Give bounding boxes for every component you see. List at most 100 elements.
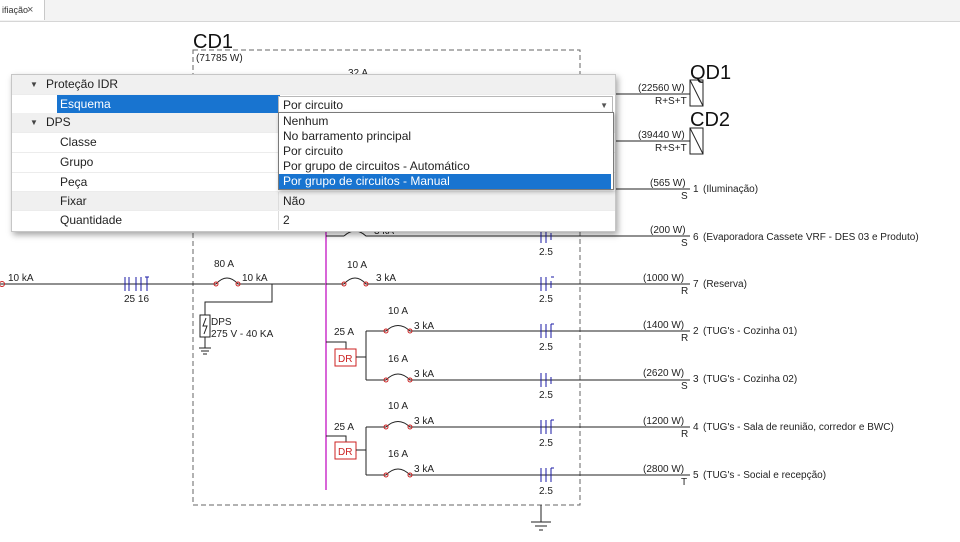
idr2-current: 25 A [334,422,354,433]
output-phase-7: R [681,286,688,297]
option-por-circuito[interactable]: Por circuito [283,144,344,158]
property-label-esquema: Esquema [57,95,280,114]
main-breaker-current: 80 A [214,259,234,270]
breaker-current-7: 10 A [347,260,367,271]
circuit-wire-5 [366,468,690,476]
chevron-down-icon[interactable]: ▼ [30,118,38,127]
breaker-current-5: 16 A [388,449,408,460]
output-desc-7: (Reserva) [703,279,747,290]
tab-title: ifiação [2,5,29,15]
property-label-quantidade: Quantidade [60,213,123,227]
output-power-5: (2800 W) [643,464,684,475]
circuit-wire-3 [366,373,690,381]
output-power-3: (2620 W) [643,368,684,379]
breaker-ka-3: 3 kA [414,369,434,380]
cable-section-3: 2.5 [539,390,553,401]
output-power-2: (1400 W) [643,320,684,331]
output-num-7: 7 [693,279,699,290]
feeder-cable-mark-icon [124,276,149,291]
output-phase-6: S [681,238,688,249]
cable-section-7: 2.5 [539,294,553,305]
output-num-4: 4 [693,422,699,433]
panel-cd1-title[interactable]: CD1 [193,31,233,53]
breaker-ka-5: 3 kA [414,464,434,475]
output-power-4: (1200 W) [643,416,684,427]
esquema-selected-value: Por circuito [283,98,344,112]
output-num-2: 2 [693,326,699,337]
property-row-quantidade[interactable]: Quantidade 2 [12,210,615,230]
option-por-grupo-manual[interactable]: Por grupo de circuitos - Manual [279,174,611,189]
panel-cd1-power: (71785 W) [196,53,243,64]
cable-section-4: 2.5 [539,438,553,449]
cable-section-2: 2.5 [539,342,553,353]
idr1-wire [326,341,347,349]
output-num-6: 6 [693,232,699,243]
output-power-1: (565 W) [650,178,686,189]
group-label: Proteção IDR [46,77,119,91]
property-label-peca: Peça [60,175,88,189]
output-desc-3: (TUG's - Cozinha 02) [703,374,797,385]
output-desc-qd1[interactable]: QD1 [690,62,731,84]
cable-mark-4-icon [540,419,554,434]
cable-mark-5-icon [540,467,554,482]
chevron-down-icon[interactable]: ▼ [30,80,38,89]
output-phase-qd1: R+S+T [655,96,687,107]
property-value-quantidade[interactable]: 2 [278,211,619,230]
esquema-dropdown-list: Nenhum No barramento principal Por circu… [278,112,614,190]
group-label: DPS [46,115,71,129]
property-label-fixar: Fixar [60,194,87,208]
cd2-box-icon[interactable] [689,127,704,155]
breaker-current-3: 16 A [388,354,408,365]
option-nenhum[interactable]: Nenhum [283,114,329,128]
idr1-current: 25 A [334,327,354,338]
output-desc-2: (TUG's - Cozinha 01) [703,326,797,337]
cable-mark-7-icon [540,276,554,291]
option-no-barramento-principal[interactable]: No barramento principal [283,129,412,143]
dps-spec: 275 V - 40 KA [211,329,274,340]
cable-mark-3-icon [540,373,552,387]
output-desc-1: (Iluminação) [703,184,758,195]
output-power-7: (1000 W) [643,273,684,284]
tab-close-icon[interactable]: × [27,4,34,16]
panel-cd1-border [192,49,581,506]
output-phase-2: R [681,333,688,344]
dropdown-arrow-icon[interactable]: ▼ [600,101,608,110]
breaker-ka-2: 3 kA [414,321,434,332]
property-value-fixar[interactable]: Não [278,192,619,211]
idr2-label: DR [338,447,352,458]
group-protecao-idr[interactable]: ▼ Proteção IDR [12,75,615,94]
property-row-fixar[interactable]: Fixar Não [12,191,615,211]
output-phase-5: T [681,477,687,488]
breaker-ka-7: 3 kA [376,273,396,284]
cable-section-6: 2.5 [539,247,553,258]
feeder-ka: 10 kA [8,273,34,284]
breaker-contact-7-icon [341,281,347,287]
circuit-wire-4 [366,421,690,428]
output-phase-cd2: R+S+T [655,143,687,154]
output-num-1: 1 [693,184,699,195]
idr2-wire [326,435,347,442]
cable-section-5: 2.5 [539,486,553,497]
qd1-box-icon[interactable] [689,79,704,107]
cable-mark-2-icon [540,323,554,338]
idr1-label: DR [338,354,352,365]
breaker-current-4: 10 A [388,401,408,412]
ground-icon [199,347,211,355]
tab-document[interactable]: ifiação × [0,0,45,20]
output-phase-1: S [681,191,688,202]
circuit-wire-7 [326,277,690,285]
feeder-terminal-icon [0,281,5,287]
single-line-diagram: CD1 (71785 W) 32 A 10 kA 25 16 80 A 10 k… [0,31,919,531]
output-power-qd1: (22560 W) [638,83,685,94]
panel-main-current: 32 A [348,68,368,79]
tab-bar: ifiação × [0,0,960,22]
option-por-grupo-automatico[interactable]: Por grupo de circuitos - Automático [283,159,470,173]
feeder-cable-label: 25 16 [124,294,149,305]
property-row-esquema[interactable]: Esquema Por circuito ▼ [12,94,615,115]
output-power-6: (200 W) [650,225,686,236]
dps-wire [204,284,273,315]
breaker-contact-7b-icon [363,281,369,287]
output-desc-5: (TUG's - Social e recepção) [703,470,826,481]
property-label-grupo: Grupo [60,155,94,169]
output-desc-cd2[interactable]: CD2 [690,109,730,131]
